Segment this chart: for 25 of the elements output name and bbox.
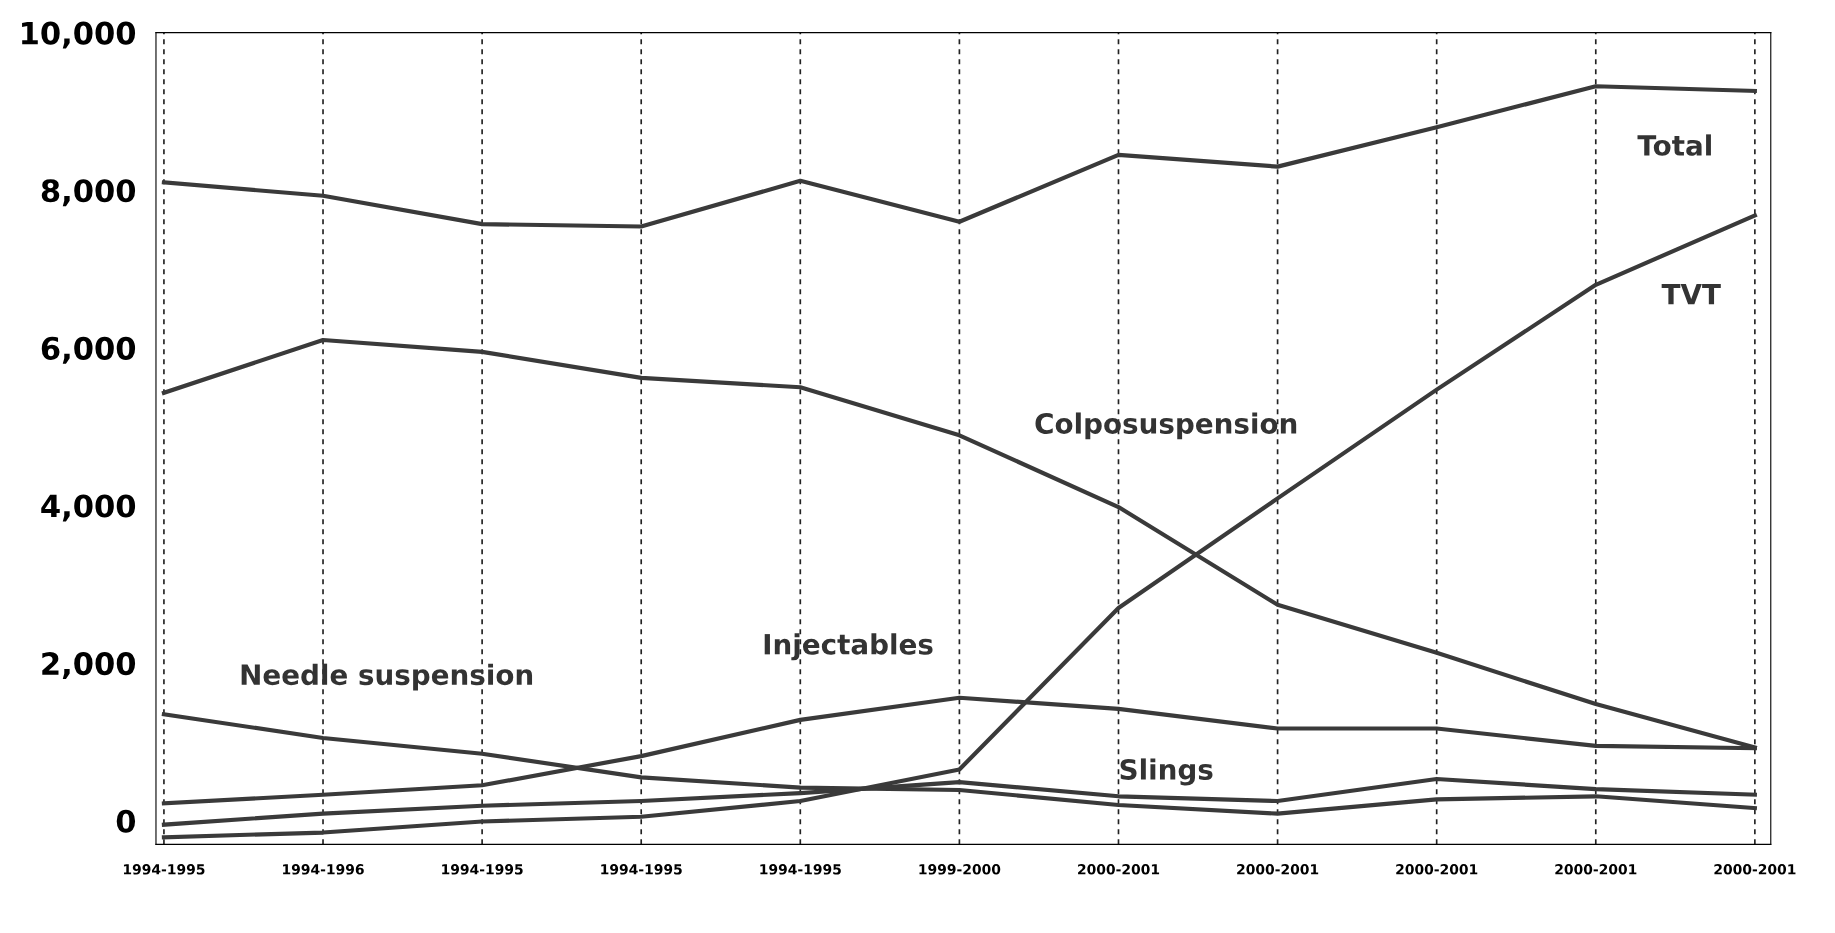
series-label: Injectables (764, 633, 933, 661)
series-label: Total (1637, 134, 1711, 156)
y-tick-label: 0 (116, 809, 136, 833)
line-series (161, 84, 1757, 229)
x-tick-label: 1994-1995 (123, 864, 205, 875)
x-tick-label: 2000-2001 (1078, 864, 1160, 875)
y-tick-label: 2,000 (42, 652, 136, 680)
series-label: Slings (1120, 758, 1213, 786)
x-tick-label: 2000-2001 (1237, 864, 1319, 875)
series-label: Colposuspension (1035, 412, 1297, 440)
line-series (161, 213, 1757, 840)
y-tick-label: 10,000 (22, 21, 136, 49)
x-tick-label: 1994-1995 (442, 864, 523, 875)
x-tick-label: 1994-1995 (601, 864, 682, 875)
series-label: TVT (1661, 284, 1721, 305)
x-tick-label: 1994-1996 (283, 864, 364, 875)
y-tick-label: 6,000 (41, 336, 136, 364)
x-tick-label: 1994-1995 (760, 864, 841, 875)
y-tick-label: 8,000 (41, 179, 136, 207)
x-tick-label: 2000-2001 (1714, 864, 1796, 875)
x-tick-label: 1999-2000 (919, 864, 1001, 875)
series-label: Needle suspension (241, 663, 533, 691)
x-tick-label: 2000-2001 (1396, 864, 1478, 875)
x-tick-label: 2000-2001 (1555, 864, 1637, 875)
y-tick-label: 4,000 (41, 494, 136, 522)
